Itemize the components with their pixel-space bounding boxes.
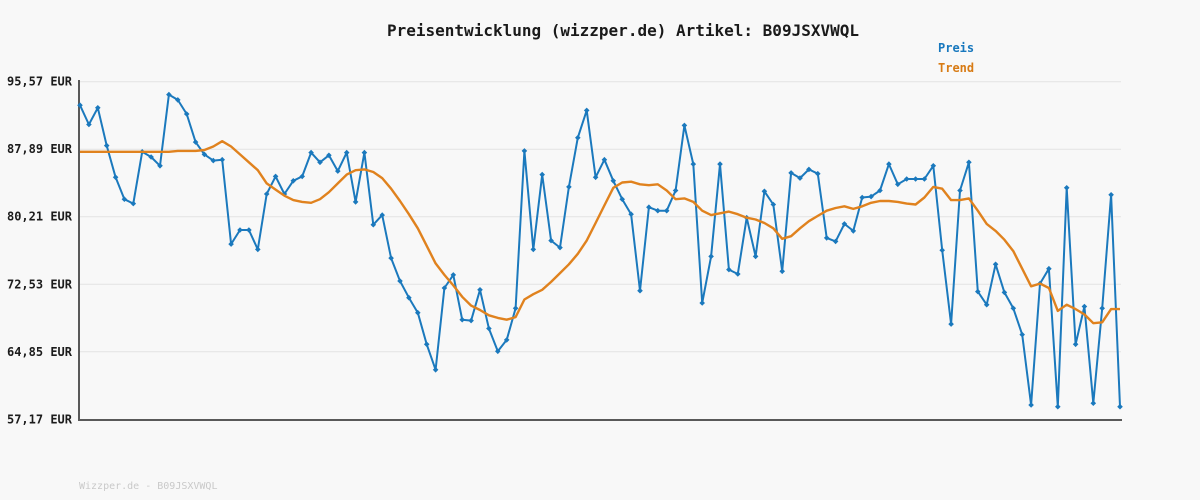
legend-item-preis: Preis [938,38,974,58]
legend: Preis Trend [938,38,974,78]
y-axis-tick-label: 64,85 EUR [7,345,73,359]
chart-title: Preisentwicklung (wizzper.de) Artikel: B… [386,21,860,40]
legend-item-trend: Trend [938,58,974,78]
legend-label-preis: Preis [938,41,975,55]
y-axis-tick-label: 72,53 EUR [7,277,73,291]
preis-series-markers [77,91,1123,410]
y-axis-tick-label: 57,17 EUR [7,412,73,426]
y-axis-tick-label: 95,57 EUR [7,75,73,89]
preis-series-line [79,93,1121,408]
legend-label-trend: Trend [938,61,975,75]
y-axis-tick-label: 87,89 EUR [7,142,73,156]
y-axis-tick-label: 80,21 EUR [7,210,73,224]
trend-series-line [80,139,1120,325]
watermark: Wizzper.de - B09JSXVWQL [79,481,218,492]
